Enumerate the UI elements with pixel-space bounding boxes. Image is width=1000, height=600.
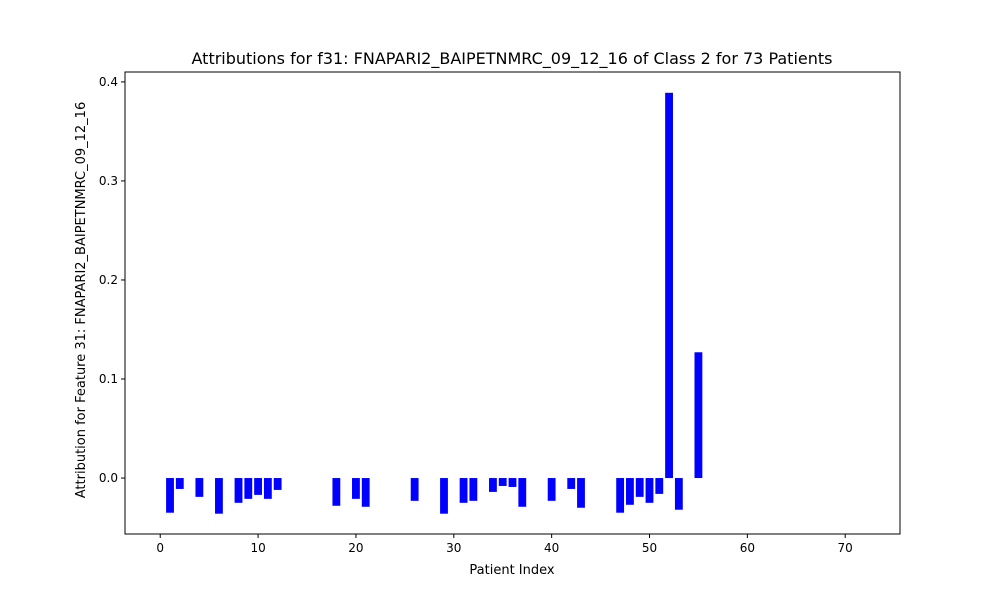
bar-patient-11: [263, 478, 272, 499]
bar-patient-12: [273, 478, 282, 490]
bar-patient-37: [518, 478, 527, 507]
bar-patient-50: [645, 478, 654, 503]
y-tick-label: 0.0: [99, 471, 118, 485]
bar-patient-10: [254, 478, 262, 495]
bar-patient-34: [489, 478, 497, 492]
bar-patient-49: [635, 478, 644, 497]
y-tick-label: 0.4: [99, 75, 118, 89]
y-tick-label: 0.1: [99, 372, 118, 386]
bar-patient-26: [410, 478, 419, 501]
bar-patient-53: [674, 478, 683, 510]
bar-patient-52: [665, 92, 673, 479]
bar-patient-32: [469, 478, 478, 501]
bars-group: [166, 92, 703, 514]
y-tick-label: 0.2: [99, 273, 118, 287]
bar-patient-48: [626, 478, 634, 505]
bar-patient-20: [352, 478, 360, 499]
x-tick-label: 10: [250, 541, 265, 555]
bar-patient-2: [175, 478, 184, 489]
bar-patient-55: [694, 352, 703, 479]
bar-patient-35: [498, 478, 507, 486]
x-axis-label: Patient Index: [469, 563, 554, 578]
bar-patient-1: [166, 478, 174, 513]
y-axis-ticks: 0.0 0.1 0.2 0.3 0.4: [99, 75, 125, 485]
bar-patient-36: [508, 478, 517, 487]
x-tick-label: 70: [838, 541, 853, 555]
y-axis-label: Attribution for Feature 31: FNAPARI2_BAI…: [74, 102, 89, 498]
x-axis-ticks: 0 10 20 30 40 50 60 70: [156, 534, 853, 555]
bar-patient-21: [361, 478, 370, 507]
bar-patient-29: [440, 478, 448, 514]
x-tick-label: 30: [446, 541, 461, 555]
bar-patient-43: [577, 478, 585, 508]
bar-patient-40: [547, 478, 556, 501]
bar-patient-51: [655, 478, 664, 494]
bar-patient-8: [234, 478, 243, 503]
bar-patient-31: [459, 478, 468, 503]
x-tick-label: 20: [348, 541, 363, 555]
bar-patient-4: [195, 478, 204, 497]
x-tick-label: 60: [740, 541, 755, 555]
x-tick-label: 40: [544, 541, 559, 555]
chart-title: Attributions for f31: FNAPARI2_BAIPETNMR…: [192, 49, 833, 69]
bar-patient-18: [332, 478, 341, 506]
bar-patient-9: [244, 478, 253, 499]
y-tick-label: 0.3: [99, 174, 118, 188]
x-tick-label: 50: [642, 541, 657, 555]
bar-patient-42: [567, 478, 576, 489]
bar-patient-47: [616, 478, 625, 513]
x-tick-label: 0: [156, 541, 164, 555]
plot-frame: [124, 71, 901, 535]
bar-patient-6: [215, 478, 223, 514]
